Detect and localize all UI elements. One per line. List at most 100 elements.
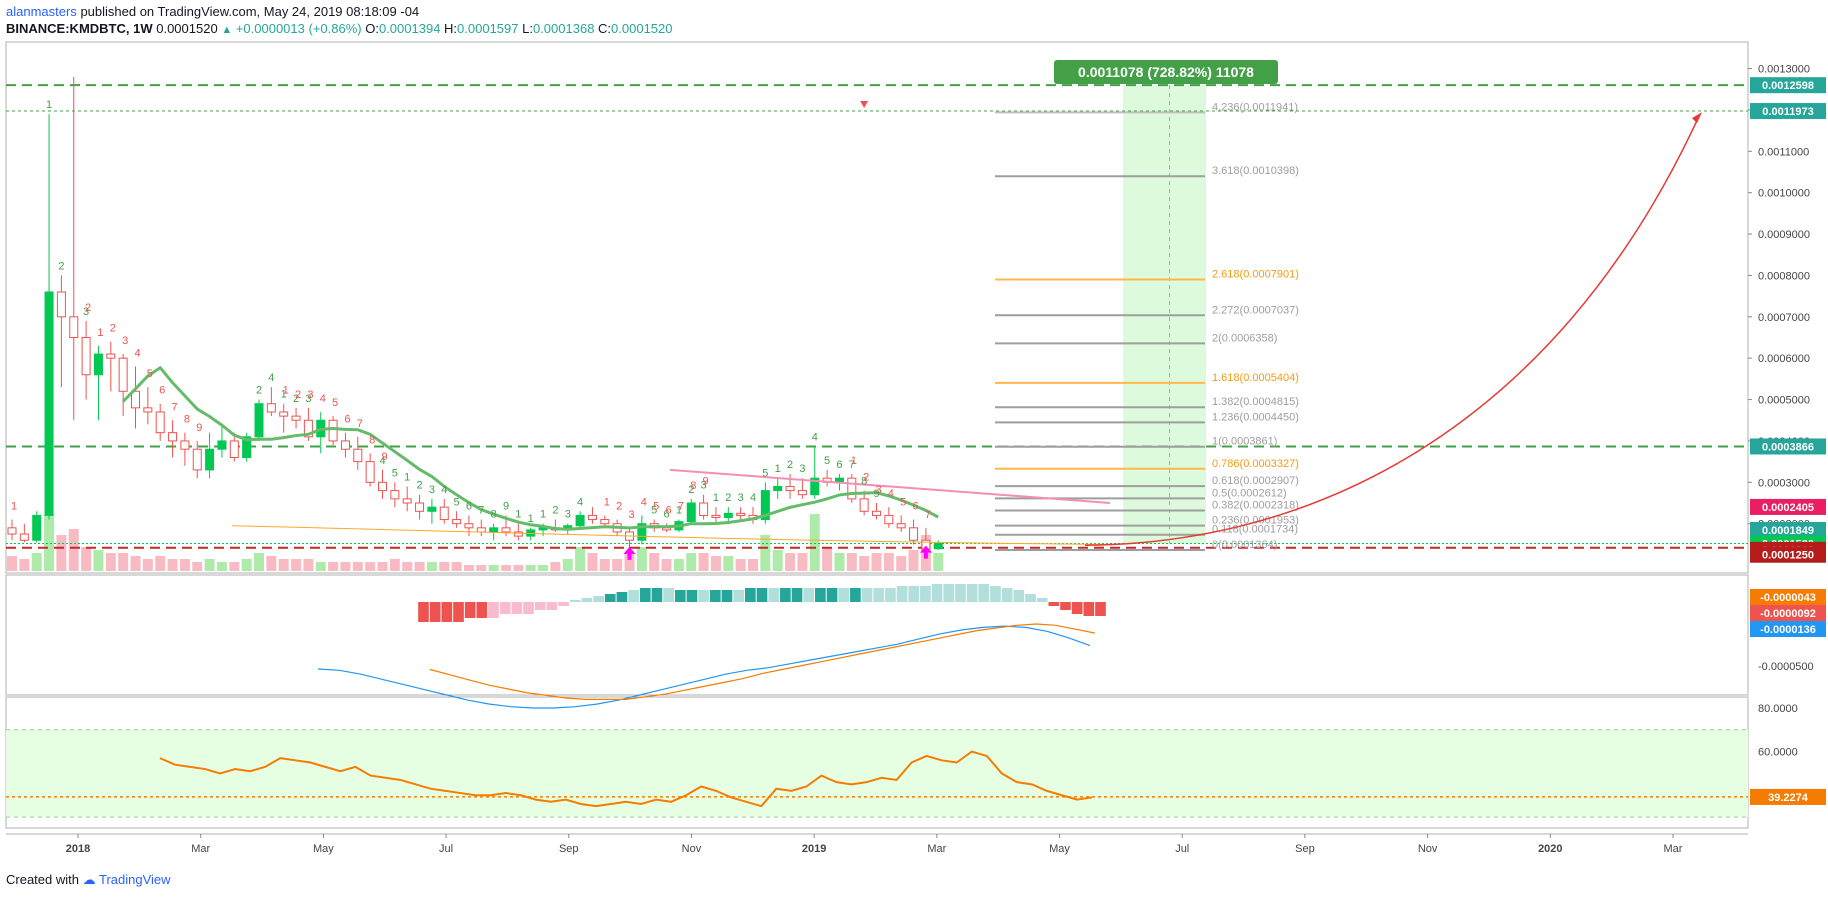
td-count-green: 3: [799, 463, 805, 475]
buy-arrow-icon: [919, 545, 932, 559]
time-tick-label: Jul: [439, 843, 453, 855]
time-tick-label: 2020: [1538, 843, 1562, 855]
author-link[interactable]: alanmasters: [6, 4, 77, 19]
price-tick-label: 0.0006000: [1758, 353, 1810, 365]
macd-histogram-bar: [476, 602, 488, 618]
candle-body: [69, 316, 79, 338]
macd-tag-label: -0.0000136: [1760, 624, 1816, 636]
macd-tag: [1750, 621, 1826, 637]
macd-histogram-bar: [1001, 588, 1013, 602]
volume-bar: [142, 559, 153, 571]
volume-bar: [710, 556, 721, 571]
macd-histogram-bar: [569, 600, 581, 602]
td-count-red: 3: [307, 389, 313, 401]
macd-histogram-bar: [709, 590, 721, 602]
candle-body: [155, 411, 165, 434]
volume-bar: [303, 559, 314, 571]
target-box-label: 0.0011078 (728.82%) 11078: [1078, 64, 1254, 80]
td-count-red: 5: [653, 501, 659, 513]
td-count-green: 6: [466, 500, 472, 512]
candle-body: [872, 510, 881, 516]
macd-histogram-bar: [803, 588, 815, 602]
fib-level-label: 2.272(0.0007037): [1212, 304, 1299, 316]
macd-histogram-bar: [418, 602, 429, 622]
td-count-green: 8: [861, 476, 867, 488]
td-count-red: 2: [616, 501, 622, 513]
td-count-green: 1: [281, 389, 287, 401]
candle-body: [933, 543, 943, 550]
td-count-red: 3: [875, 484, 881, 496]
volume-bar: [31, 553, 42, 571]
td-count-red: 1: [851, 455, 857, 467]
volume-bar: [105, 553, 116, 571]
macd-histogram-bar: [990, 586, 1001, 602]
macd-histogram-bar: [908, 586, 920, 602]
candle-body: [427, 506, 437, 512]
td-count-red: 9: [196, 422, 202, 434]
fib-level-label: 0.618(0.0002907): [1212, 475, 1299, 487]
fib-level-label: 1(0.0003861): [1212, 436, 1277, 448]
rsi-tick-label: 60.0000: [1758, 747, 1798, 759]
volume-bar: [340, 562, 351, 571]
open-value: 0.0001394: [378, 21, 441, 36]
td-count-green: 4: [268, 372, 274, 384]
high-value: 0.0001597: [457, 21, 519, 36]
projection-arrow-icon: [1692, 112, 1702, 124]
tradingview-link[interactable]: TradingView: [99, 872, 171, 887]
candle-body: [476, 527, 486, 533]
td-count-green: 4: [441, 484, 447, 496]
volume-bar: [167, 559, 178, 571]
td-count-green: 2: [688, 484, 694, 496]
td-count-red: 1: [11, 501, 17, 513]
td-count-green: 8: [491, 509, 497, 521]
candle-body: [773, 485, 783, 492]
td-count-green: 4: [577, 496, 583, 508]
volume-bar: [785, 553, 796, 571]
volume-bar: [883, 553, 894, 571]
volume-bar: [698, 553, 709, 571]
macd-pane-frame: [5, 574, 1749, 696]
time-tick-label: Sep: [559, 843, 579, 855]
volume-bar: [649, 553, 660, 571]
candle-body: [600, 519, 610, 525]
td-count-green: 3: [429, 484, 435, 496]
volume-bar: [538, 565, 549, 571]
td-count-red: 7: [678, 501, 684, 513]
volume-bar: [612, 559, 623, 571]
candle-body: [575, 514, 585, 527]
macd-histogram-bar: [698, 590, 709, 602]
volume-bar: [575, 547, 586, 571]
volume-bar: [7, 556, 17, 571]
volume-bar: [56, 535, 67, 571]
candle-body: [56, 291, 66, 318]
candle-body: [501, 527, 511, 533]
td-count-green: 1: [46, 99, 52, 111]
price-tick-label: 0.0008000: [1758, 270, 1810, 282]
macd-histogram-bar: [534, 602, 546, 610]
volume-bar: [439, 562, 450, 571]
volume-bar: [377, 562, 388, 571]
volume-bar: [68, 529, 79, 571]
candle-body: [353, 448, 363, 463]
time-tick-label: 2018: [66, 843, 90, 855]
created-with-text: Created with: [6, 872, 79, 887]
change-value: +0.0000013 (+0.86%): [235, 21, 362, 36]
macd-histogram-bar: [1071, 602, 1083, 614]
volume-bar: [636, 547, 647, 571]
volume-bar: [155, 556, 166, 571]
volume-bar: [896, 556, 907, 571]
volume-bar: [809, 514, 820, 571]
candle-body: [180, 440, 190, 450]
td-count-green: 3: [701, 480, 707, 492]
time-tick-label: Mar: [1664, 843, 1683, 855]
macd-histogram-bar: [511, 602, 523, 614]
symbol-label[interactable]: BINANCE:KMDBTC, 1W: [6, 21, 153, 36]
signal-line: [429, 623, 1096, 701]
td-count-green: 1: [775, 463, 781, 475]
price-tag: [1750, 438, 1826, 455]
macd-histogram-bar: [896, 586, 908, 602]
candle-body: [489, 527, 499, 533]
volume-bar: [908, 550, 919, 571]
volume-bar: [673, 559, 684, 571]
